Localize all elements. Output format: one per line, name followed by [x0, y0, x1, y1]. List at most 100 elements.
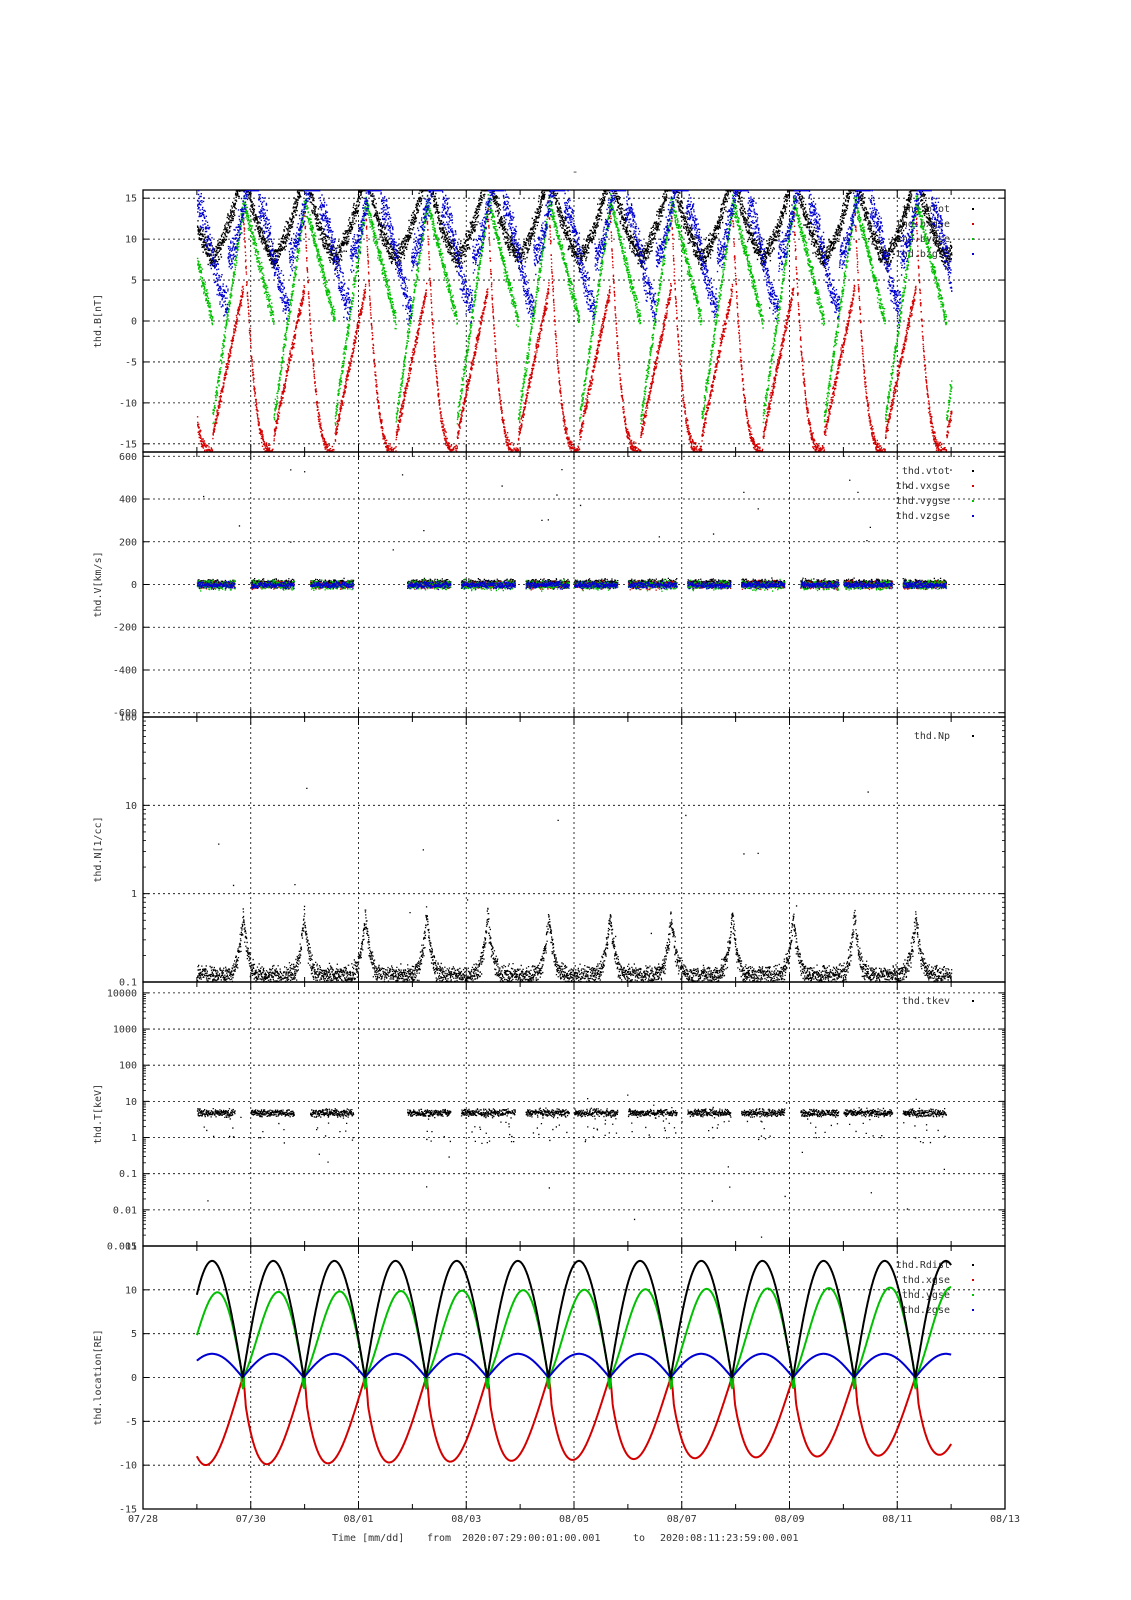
legend-label: thd.bygse [896, 234, 950, 245]
y-tick-label: 10 [125, 235, 137, 246]
y-tick-label: 0.01 [113, 1205, 137, 1216]
y-axis-label: thd.V[km/s] [93, 551, 104, 617]
panel-4: 10000 1000 100 10 1 0.1 0.01 0.001 thd.T[keV] thd… [93, 981, 1006, 1253]
y-tick-label: -15 [119, 439, 137, 450]
data-series [196, 787, 953, 982]
y-tick-label: -600 [113, 708, 137, 719]
y-tick-label: 5 [131, 1329, 137, 1340]
x-tick-label: 08/11 [882, 1514, 912, 1525]
y-tick-label: -5 [125, 1417, 137, 1428]
y-tick-label: -200 [113, 623, 137, 634]
y-tick-label: 1000 [113, 1025, 137, 1036]
y-tick-label: 15 [125, 194, 137, 205]
series-line-rdist [195, 1259, 952, 1381]
footer-to-value: 2020:08:11:23:59:00.001 [660, 1533, 798, 1544]
legend-label: thd.vxgse [896, 481, 950, 492]
x-axis: 07/28 07/30 08/01 08/03 08/05 08/07 08/09 08/11… [128, 1514, 1020, 1525]
legend-marker [972, 470, 974, 472]
y-tick-label: 0 [131, 317, 137, 328]
y-tick-label: 200 [119, 537, 137, 548]
panel-frame [142, 1245, 1006, 1510]
legend-label: thd.ygse [902, 1290, 950, 1301]
y-tick-label: 15 [125, 1242, 137, 1253]
legend-marker [972, 500, 974, 502]
series-line-xgse [196, 1375, 952, 1466]
legend-marker [972, 1264, 974, 1266]
legend-label: thd.Np [914, 731, 950, 742]
footer-to-label: to [633, 1533, 645, 1544]
series-line-zgse [196, 1352, 952, 1380]
y-tick-label: 0.001 [107, 1242, 137, 1253]
y-tick-label: 5 [131, 276, 137, 287]
data-series [196, 469, 952, 592]
y-tick-label: 400 [119, 495, 137, 506]
y-axis-label: thd.N[1/cc] [93, 816, 104, 882]
y-tick-label: 10 [125, 1097, 137, 1108]
y-tick-label: -10 [119, 398, 137, 409]
x-tick-label: 07/28 [128, 1514, 158, 1525]
legend-marker [972, 208, 974, 210]
y-tick-label: 1 [131, 889, 137, 900]
data-series [196, 1094, 947, 1238]
legend-label: thd.vzgse [896, 511, 950, 522]
legend-marker [972, 1294, 974, 1296]
panel-2: 600 400 200 0 -200 -400 -600 thd.V[km/s] thd.vto… [93, 451, 1006, 719]
y-tick-label: -10 [119, 1461, 137, 1472]
data-series [196, 190, 953, 452]
legend-marker [972, 238, 974, 240]
legend-label: thd.zgse [902, 1305, 950, 1316]
data-points [196, 580, 947, 591]
legend-marker [972, 1279, 974, 1281]
x-tick-label: 08/03 [451, 1514, 481, 1525]
legend-label: thd.vtot [902, 466, 950, 477]
data-series [195, 1259, 952, 1466]
legend-label: thd.bzgse [896, 249, 950, 260]
y-tick-label: 100 [119, 1061, 137, 1072]
chart-title: - [572, 165, 579, 178]
legend-label: thd.tkev [902, 996, 950, 1007]
series-line-ygse [195, 1286, 952, 1390]
x-tick-label: 08/07 [667, 1514, 697, 1525]
legend-marker [972, 515, 974, 517]
legend-marker [972, 253, 974, 255]
footer-from-label: from [427, 1533, 451, 1544]
y-tick-label: 1 [131, 1133, 137, 1144]
y-tick-label: 0.1 [119, 1169, 137, 1180]
y-tick-label: 600 [119, 452, 137, 463]
data-points [196, 1094, 947, 1238]
panel-1: 151050-5-10-15thd.B[nT]thd.btotthd.bxgse… [93, 189, 1006, 453]
y-tick-label: 0 [131, 580, 137, 591]
x-tick-label: 08/05 [559, 1514, 589, 1525]
legend-label: thd.vygse [896, 496, 950, 507]
y-tick-label: 10 [125, 1285, 137, 1296]
y-tick-label: -400 [113, 665, 137, 676]
x-tick-label: 07/30 [236, 1514, 266, 1525]
legend-label: thd.xgse [902, 1275, 950, 1286]
data-points [196, 787, 953, 982]
legend-marker [972, 1000, 974, 1002]
x-tick-label: 08/09 [774, 1514, 804, 1525]
footer: Time [mm/dd] from 2020:07:29:00:01:00.00… [332, 1533, 798, 1544]
x-tick-label: 08/01 [343, 1514, 373, 1525]
data-points [196, 200, 953, 452]
panel-3: 100 10 1 0.1 thd.N[1/cc] thd.Np [93, 713, 1006, 989]
legend-marker [972, 735, 974, 737]
footer-xlabel: Time [mm/dd] [332, 1533, 404, 1544]
y-tick-label: 100 [119, 713, 137, 724]
y-tick-label: -5 [125, 357, 137, 368]
y-tick-label: -15 [119, 1505, 137, 1516]
panel-5: 15 10 5 0 -5 -10 -15 thd.location[RE] thd.Rdist t… [93, 1242, 1006, 1516]
legend-marker [972, 485, 974, 487]
y-tick-label: 10 [125, 801, 137, 812]
x-tick-label: 08/13 [990, 1514, 1020, 1525]
y-tick-label: 0.1 [119, 978, 137, 989]
panels: 151050-5-10-15thd.B[nT]thd.btotthd.bxgse… [93, 189, 1006, 1516]
y-axis-label: thd.B[nT] [93, 294, 104, 348]
legend-label: thd.bxgse [896, 219, 950, 230]
legend-label: thd.Rdist [896, 1260, 950, 1271]
y-tick-label: 0 [131, 1373, 137, 1384]
legend-marker [972, 223, 974, 225]
footer-from-value: 2020:07:29:00:01:00.001 [462, 1533, 600, 1544]
y-axis-label: thd.location[RE] [93, 1329, 104, 1425]
